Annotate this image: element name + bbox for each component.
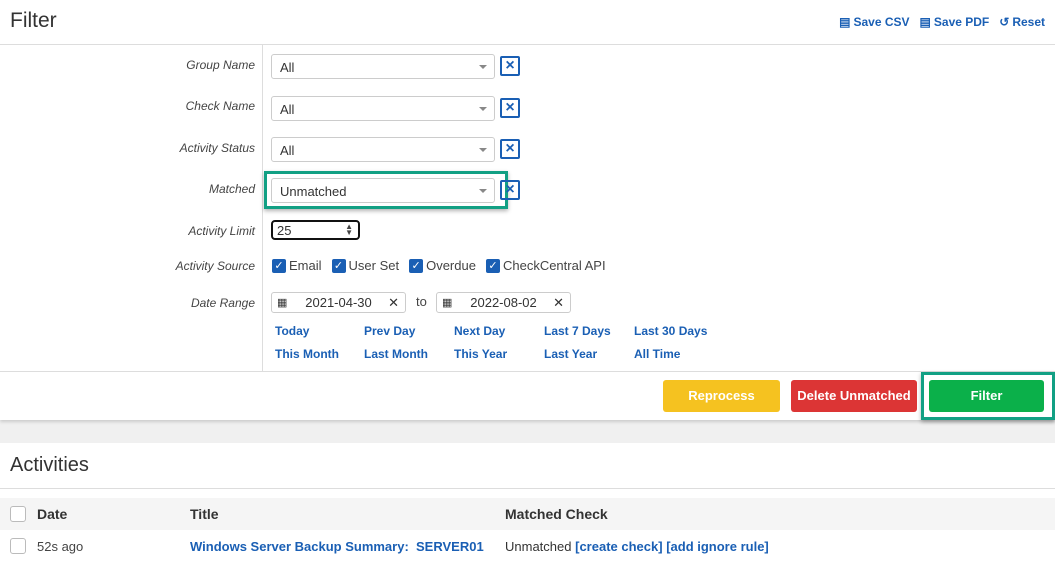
reset-link[interactable]: ↺ Reset [999,15,1045,29]
quick-range-all-time[interactable]: All Time [634,347,681,361]
source-email-label: Email [289,258,322,273]
column-matched-check[interactable]: Matched Check [505,506,608,522]
matched-value: Unmatched [280,184,347,199]
column-date[interactable]: Date [37,506,68,522]
pdf-file-icon: ▤ [919,15,931,29]
save-csv-link[interactable]: ▤ Save CSV [839,15,909,29]
row-matched-status: Unmatched [505,539,572,554]
quick-range-this-month[interactable]: This Month [275,347,339,361]
filter-title: Filter [10,9,57,32]
checkmark-icon: ✓ [272,258,286,273]
check-name-select[interactable]: All [271,96,495,121]
divider [0,371,1055,372]
quick-range-last-7-days[interactable]: Last 7 Days [544,324,611,338]
delete-unmatched-button[interactable]: Delete Unmatched [791,380,917,412]
clear-icon[interactable]: ✕ [388,295,399,310]
table-header: Date Title Matched Check [0,498,1055,530]
quick-range-last-month[interactable]: Last Month [364,347,428,361]
group-name-select[interactable]: All [271,54,495,79]
source-overdue-checkbox[interactable]: ✓ Overdue [409,258,476,273]
select-all-checkbox[interactable] [10,506,26,522]
date-to-input[interactable]: ▦ 2022-08-02 ✕ [436,292,571,313]
clear-check-name-button[interactable]: × [500,98,520,118]
clear-matched-button[interactable]: × [500,180,520,200]
date-range-label: Date Range [190,296,255,310]
save-pdf-link[interactable]: ▤ Save PDF [920,15,990,29]
activities-panel: Activities Date Title Matched Check 52s … [0,443,1055,563]
chevron-down-icon [479,148,487,152]
date-to-value: 2022-08-02 [470,295,537,310]
activity-limit-input[interactable]: 25 ▲ ▼ [271,220,360,240]
group-name-value: All [280,60,295,75]
activity-status-select[interactable]: All [271,137,495,162]
source-user-set-checkbox[interactable]: ✓ User Set [331,258,400,273]
calendar-icon: ▦ [277,297,288,309]
clear-icon[interactable]: ✕ [553,295,564,310]
column-title[interactable]: Title [190,506,219,522]
stepper-icon[interactable]: ▲ ▼ [345,222,353,237]
quick-range-last-year[interactable]: Last Year [544,347,598,361]
chevron-down-icon [479,107,487,111]
matched-select[interactable]: Unmatched [271,178,495,203]
activity-status-label: Activity Status [179,141,255,155]
quick-range-next-day[interactable]: Next Day [454,324,506,338]
quick-range-last-30-days[interactable]: Last 30 Days [634,324,708,338]
table-row: 52s ago Windows Server Backup Summary: S… [0,530,1055,563]
create-check-link[interactable]: [create check] [575,539,663,554]
source-overdue-label: Overdue [426,258,476,273]
group-name-label: Group Name [186,58,255,72]
reprocess-button[interactable]: Reprocess [663,380,780,412]
row-title-link[interactable]: Windows Server Backup Summary: SERVER01 [190,539,484,554]
date-from-value: 2021-04-30 [305,295,372,310]
divider [262,44,263,371]
checkmark-icon: ✓ [485,258,500,273]
quick-range-today[interactable]: Today [275,324,310,338]
quick-range-prev-day[interactable]: Prev Day [364,324,416,338]
checkmark-icon: ✓ [409,258,424,273]
clear-activity-status-button[interactable]: × [500,139,520,159]
divider [0,488,1055,489]
activity-limit-label: Activity Limit [188,224,255,238]
csv-file-icon: ▤ [839,15,851,29]
date-to-label: to [416,294,427,309]
activity-limit-value: 25 [277,223,292,238]
activities-title: Activities [10,454,89,476]
reset-label: Reset [1012,15,1045,29]
row-date: 52s ago [37,539,84,554]
save-pdf-label: Save PDF [933,15,990,29]
divider [0,44,1055,45]
chevron-down-icon [479,189,487,193]
checkmark-icon: ✓ [331,258,346,273]
source-email-checkbox[interactable]: ✓ Email [272,258,322,273]
source-api-checkbox[interactable]: ✓ CheckCentral API [485,258,606,273]
clear-group-name-button[interactable]: × [500,56,520,76]
add-ignore-rule-link[interactable]: [add ignore rule] [666,539,769,554]
filter-button[interactable]: Filter [929,380,1044,412]
filter-panel: Filter ▤ Save CSV ▤ Save PDF ↺ Reset Group … [0,0,1055,420]
check-name-label: Check Name [185,99,255,113]
check-name-value: All [280,102,295,117]
source-api-label: CheckCentral API [502,258,606,273]
activity-status-value: All [280,143,295,158]
matched-highlight [264,171,508,209]
matched-label: Matched [208,182,255,196]
chevron-down-icon [479,65,487,69]
activity-source-label: Activity Source [175,259,255,273]
calendar-icon: ▦ [442,297,453,309]
save-csv-label: Save CSV [853,15,910,29]
quick-range-this-year[interactable]: This Year [454,347,508,361]
source-user-set-label: User Set [348,258,400,273]
undo-icon: ↺ [999,15,1010,29]
filter-button-highlight [921,372,1055,420]
date-from-input[interactable]: ▦ 2021-04-30 ✕ [271,292,406,313]
row-checkbox[interactable] [10,538,26,554]
